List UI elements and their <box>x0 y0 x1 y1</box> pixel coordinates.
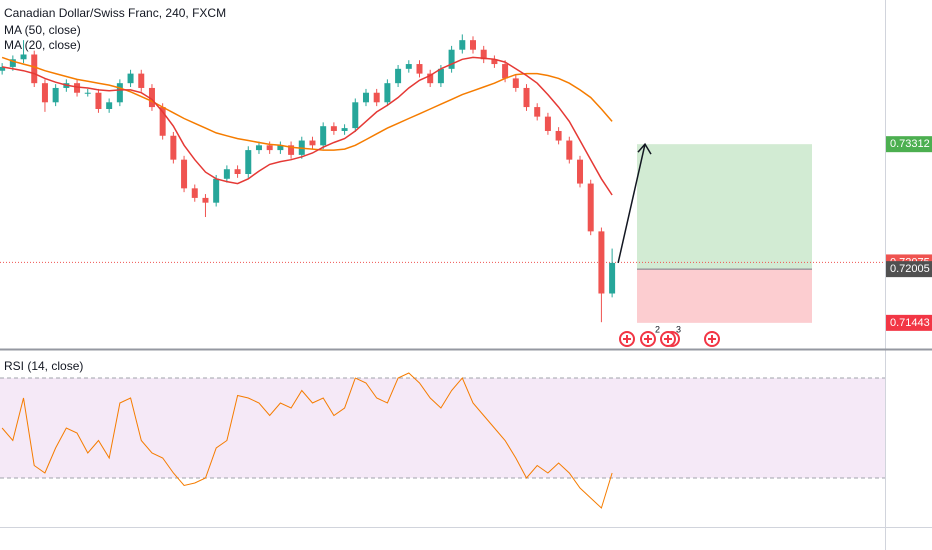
candle-body <box>448 49 455 69</box>
candle-body <box>395 68 402 84</box>
candle-body <box>416 64 423 74</box>
candle-body <box>255 145 262 151</box>
event-badge: 2 <box>655 324 660 334</box>
candle-body <box>352 102 359 129</box>
candle-body <box>598 231 605 294</box>
candle-body <box>9 59 16 67</box>
rsi-line <box>1 372 613 509</box>
candle-body <box>309 140 316 146</box>
chart-title: Canadian Dollar/Swiss Franc, 240, FXCM <box>4 6 226 20</box>
candle-body <box>20 54 27 60</box>
moving-average <box>1 56 613 196</box>
candle-body <box>437 68 444 84</box>
forecast-arrowhead <box>637 142 652 155</box>
candle-body <box>405 64 412 69</box>
price-tag-label: 0.73312 <box>890 138 930 150</box>
event-badge: 3 <box>676 324 681 334</box>
candle-body <box>427 73 434 84</box>
candle-body <box>0 66 6 71</box>
event-icon <box>623 335 631 343</box>
candle-body <box>469 40 476 50</box>
event-icon <box>664 335 672 343</box>
candle-body <box>491 59 498 65</box>
candle-body <box>191 188 198 198</box>
legend-entry: MA (50, close) <box>4 23 81 37</box>
event-icons: 2 3 <box>619 324 720 347</box>
candle-body <box>159 107 166 136</box>
candle-body <box>555 130 562 141</box>
candle-body <box>330 126 337 131</box>
candle-body <box>587 183 594 232</box>
price-tag <box>886 261 932 278</box>
candle-body <box>181 159 188 189</box>
candle-body <box>266 145 273 151</box>
rsi-title: RSI (14, close) <box>4 359 83 373</box>
event-icon <box>644 335 652 343</box>
stop-zone <box>637 269 812 323</box>
candle-body <box>523 87 530 108</box>
candle-body <box>512 78 519 88</box>
candle-body <box>277 145 284 151</box>
candle-body <box>41 83 48 103</box>
candle-body <box>213 178 220 203</box>
candle-body <box>384 83 391 103</box>
candle-body <box>74 83 81 93</box>
rsi-band <box>0 378 885 478</box>
price-tag <box>886 314 932 331</box>
price-tag-label: 0.72005 <box>890 263 930 275</box>
candle-body <box>106 102 113 109</box>
candle-body <box>288 145 295 155</box>
moving-average <box>1 56 613 151</box>
candle-body <box>234 169 241 174</box>
candle-body <box>138 73 145 88</box>
price-tag <box>886 136 932 153</box>
candle-body <box>544 116 551 131</box>
candle-body <box>577 159 584 184</box>
candle-body <box>320 126 327 146</box>
marks <box>0 34 885 509</box>
candle-body <box>127 73 134 84</box>
candle-body <box>373 92 380 103</box>
candle-body <box>534 107 541 117</box>
candle-body <box>341 128 348 131</box>
event-icon <box>708 335 716 343</box>
candle-body <box>202 197 209 203</box>
candle-body <box>566 140 573 160</box>
candle-body <box>170 135 177 160</box>
candle-body <box>116 83 123 103</box>
candle-body <box>362 92 369 103</box>
target-zone <box>637 144 812 270</box>
candle-body <box>245 150 252 174</box>
price-tag-label: 0.71443 <box>890 317 930 329</box>
candle-body <box>223 169 230 179</box>
candle-body <box>148 87 155 108</box>
legend-entry: MA (20, close) <box>4 38 81 52</box>
candle-body <box>84 92 91 94</box>
candle-body <box>52 87 59 103</box>
candle-body <box>459 40 466 50</box>
forecast-arrow <box>617 144 646 264</box>
candle-body <box>480 49 487 60</box>
candle-body <box>31 54 38 84</box>
candle-body <box>609 262 616 294</box>
candle-body <box>502 64 509 79</box>
candle-body <box>95 92 102 109</box>
